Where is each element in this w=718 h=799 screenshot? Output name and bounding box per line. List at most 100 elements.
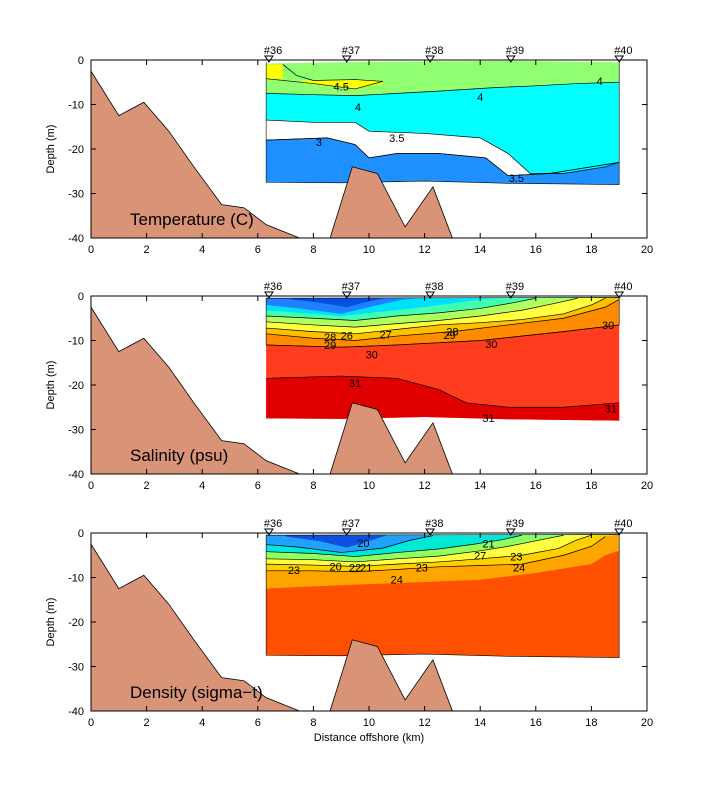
- contour-line-1: [266, 119, 620, 174]
- x-tick-label: 18: [585, 717, 597, 729]
- contour-label: 22: [349, 563, 361, 575]
- contour-label: 21: [360, 562, 372, 574]
- x-tick-label: 20: [641, 244, 653, 256]
- contour-label: 24: [513, 563, 525, 575]
- contour-line-3: [266, 64, 383, 90]
- y-tick-label: -20: [68, 144, 84, 156]
- station-marker: [263, 55, 274, 63]
- contour-label: 26: [341, 331, 353, 343]
- x-tick-label: 6: [255, 480, 261, 492]
- y-tick-label: 0: [78, 528, 84, 540]
- contour-label: 31: [605, 404, 617, 416]
- x-tick-label: 8: [310, 244, 316, 256]
- x-tick-label: 16: [530, 480, 542, 492]
- station-marker: [505, 528, 516, 536]
- y-tick-label: -40: [68, 233, 84, 245]
- contour-label: 3.5: [509, 173, 524, 185]
- contour-label: 20: [357, 538, 369, 550]
- contour-label: 30: [602, 320, 614, 332]
- y-axis-label: Depth (m): [45, 125, 57, 174]
- x-tick-label: 2: [144, 480, 150, 492]
- y-tick-label: -40: [68, 706, 84, 718]
- contour-label: 4: [477, 92, 483, 104]
- station-label: #36: [264, 518, 282, 530]
- contour-line-0: [266, 81, 620, 96]
- station-marker: [341, 528, 352, 536]
- station-label: #39: [506, 518, 524, 530]
- contour-label: 29: [443, 330, 455, 342]
- x-tick-label: 12: [418, 717, 430, 729]
- y-tick-label: -10: [68, 573, 84, 585]
- station-marker: [263, 528, 274, 536]
- x-tick-label: 0: [88, 244, 94, 256]
- plot-area: [91, 60, 620, 238]
- y-tick-label: -10: [68, 100, 84, 112]
- contour-label: 23: [510, 552, 522, 564]
- contour-label: 28: [446, 327, 458, 339]
- contour-label: 3: [316, 137, 322, 149]
- x-tick-label: 16: [530, 244, 542, 256]
- x-tick-label: 14: [474, 717, 486, 729]
- station-label: #39: [506, 281, 524, 293]
- station-label: #39: [506, 45, 524, 57]
- x-tick-label: 0: [88, 717, 94, 729]
- station-marker: [614, 291, 625, 299]
- station-marker: [505, 291, 516, 299]
- x-tick-label: 2: [144, 244, 150, 256]
- contour-line-0: [266, 536, 606, 573]
- x-tick-label: 4: [199, 244, 205, 256]
- temperature-panel: 4 4 4 3.5 3.5 3 4.5 0 2 4 6 8 10 12 14 16 18 20 0 -10 -20 -30…: [45, 45, 653, 256]
- y-tick-label: -20: [68, 617, 84, 629]
- station-label: #40: [614, 518, 632, 530]
- station-label: #37: [342, 45, 360, 57]
- plot-area: [91, 297, 620, 474]
- station-marker: [425, 291, 436, 299]
- x-axis-label: Distance offshore (km): [314, 732, 424, 744]
- x-tick-label: 10: [363, 480, 375, 492]
- contour-line-3: [266, 297, 606, 335]
- x-tick-label: 0: [88, 480, 94, 492]
- x-tick-label: 10: [363, 717, 375, 729]
- station-marker: [341, 55, 352, 63]
- bathymetry-fill: [91, 70, 453, 238]
- x-tick-label: 10: [363, 244, 375, 256]
- contour-label: 27: [474, 550, 486, 562]
- y-tick-label: -30: [68, 189, 84, 201]
- station-label: #37: [342, 281, 360, 293]
- x-tick-label: 16: [530, 717, 542, 729]
- x-tick-label: 18: [585, 480, 597, 492]
- station-marker: [341, 291, 352, 299]
- contour-label: 20: [330, 561, 342, 573]
- station-marker: [614, 528, 625, 536]
- contour-band-1: [266, 82, 620, 174]
- y-tick-label: 0: [78, 55, 84, 67]
- contour-label: 29: [324, 340, 336, 352]
- contour-label: 31: [349, 378, 361, 390]
- contour-line-4: [266, 297, 578, 328]
- contour-label: 27: [380, 329, 392, 341]
- x-tick-label: 6: [255, 244, 261, 256]
- contour-line-1: [266, 324, 620, 348]
- contour-line-1: [266, 534, 592, 567]
- contour-label: 3.5: [389, 133, 404, 145]
- contour-label: 24: [391, 575, 403, 587]
- x-tick-label: 4: [199, 717, 205, 729]
- contour-line-3: [266, 534, 522, 557]
- contour-label: 4: [597, 76, 603, 88]
- x-tick-label: 12: [418, 244, 430, 256]
- y-tick-label: -40: [68, 469, 84, 481]
- contour-line-4: [266, 535, 434, 553]
- contour-band-3: [266, 64, 283, 79]
- x-tick-label: 14: [474, 244, 486, 256]
- data-outline: [265, 534, 620, 658]
- station-label: #38: [425, 45, 443, 57]
- contour-label: 30: [366, 349, 378, 361]
- station-label: #38: [425, 518, 443, 530]
- x-tick-label: 4: [199, 480, 205, 492]
- station-marker: [505, 55, 516, 63]
- contour-label: 31: [482, 413, 494, 425]
- station-marker: [263, 291, 274, 299]
- x-tick-label: 6: [255, 717, 261, 729]
- x-tick-label: 18: [585, 244, 597, 256]
